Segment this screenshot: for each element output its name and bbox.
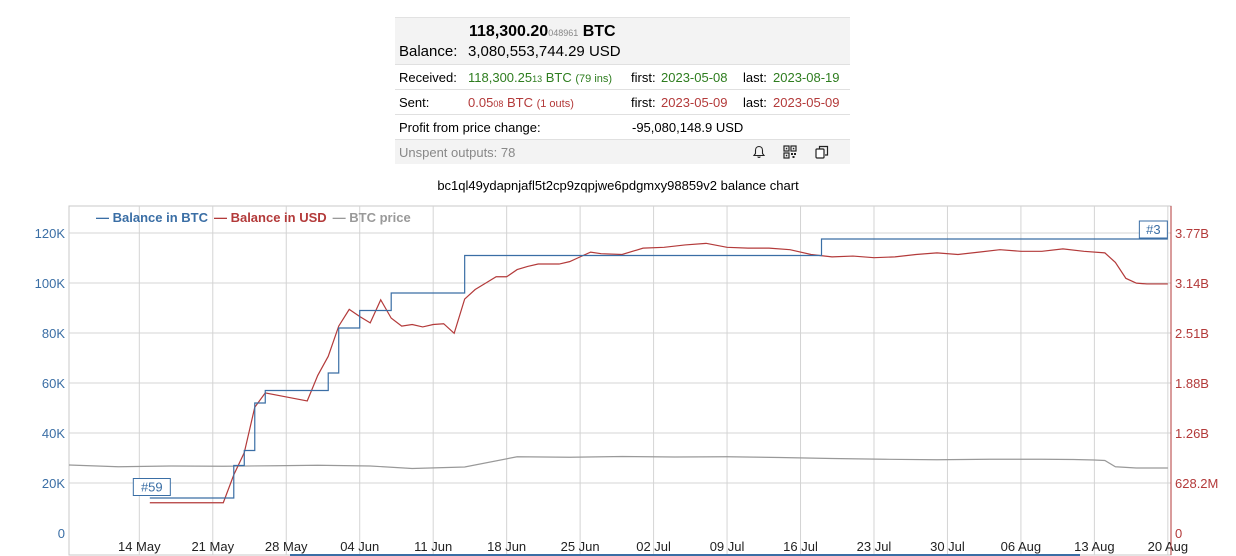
x-tick-label: 16 Jul: [783, 539, 818, 554]
legend-entry: — BTC price: [333, 210, 411, 225]
y-left-tick-label: 120K: [35, 226, 66, 241]
annotation-box: [132, 478, 171, 496]
sent-last-date: 2023-05-09: [773, 95, 840, 110]
bell-icon[interactable]: [752, 145, 766, 159]
profit-value: -95,080,148.9 USD: [632, 120, 744, 135]
legend-entry: — Balance in BTC: [96, 210, 209, 225]
series-line-btc-price: [68, 455, 1168, 470]
x-tick-label: 02 Jul: [636, 539, 671, 554]
sent-first-date: 2023-05-09: [661, 95, 728, 110]
y-right-tick-label: 2.51B: [1175, 326, 1209, 341]
y-left-tick-label: 20K: [42, 476, 65, 491]
received-last-date: 2023-08-19: [773, 70, 840, 85]
sent-amount: 0.0508 BTC (1 outs): [468, 95, 574, 110]
balance-usd: 3,080,553,744.29 USD: [468, 43, 621, 60]
received-last-label: last:: [743, 70, 767, 85]
x-tick-label: 20 Aug: [1148, 539, 1189, 554]
balance-label: Balance:: [399, 43, 458, 60]
y-right-tick-label: 1.88B: [1175, 376, 1209, 391]
received-label: Received:: [399, 70, 457, 85]
unspent-outputs: Unspent outputs: 78: [399, 145, 516, 160]
chart-title: bc1ql49ydapnjafl5t2cp9zqpjwe6pdgmxy98859…: [437, 178, 799, 193]
x-tick-label: 14 May: [118, 539, 161, 554]
annotation-label: #59: [141, 480, 163, 495]
series-line-balance-in-usd: [149, 242, 1168, 504]
x-tick-label: 21 May: [191, 539, 234, 554]
plot-border: [68, 205, 1172, 556]
series-line-balance-in-btc: [149, 238, 1168, 499]
y-left-tick-label: 40K: [42, 426, 65, 441]
y-right-tick-label: 0: [1175, 526, 1182, 541]
qr-code-icon[interactable]: [783, 145, 797, 159]
address-summary-panel: 118,300.20048961 BTC Balance: 3,080,553,…: [395, 17, 850, 164]
x-tick-label: 04 Jun: [340, 539, 379, 554]
sent-first-label: first:: [631, 95, 656, 110]
btc-balance: 118,300.20048961 BTC: [469, 23, 616, 40]
received-row: Received: 118,300.2513 BTC (79 ins) firs…: [395, 65, 850, 90]
annotation-box: [1138, 220, 1168, 239]
y-left-tick-label: 80K: [42, 326, 65, 341]
unspent-row: Unspent outputs: 78: [395, 140, 850, 164]
x-tick-label: 06 Aug: [1001, 539, 1042, 554]
annotation-label: #3: [1146, 222, 1160, 237]
legend-entry: — Balance in USD: [214, 210, 327, 225]
copy-icon[interactable]: [815, 145, 829, 159]
x-tick-label: 25 Jun: [561, 539, 600, 554]
y-left-tick-label: 0: [58, 526, 65, 541]
balance-row: 118,300.20048961 BTC Balance: 3,080,553,…: [395, 18, 850, 65]
y-right-tick-label: 628.2M: [1175, 476, 1218, 491]
profit-row: Profit from price change: -95,080,148.9 …: [395, 115, 850, 140]
received-amount: 118,300.2513 BTC (79 ins): [468, 70, 613, 85]
y-right-tick-label: 1.26B: [1175, 426, 1209, 441]
sent-last-label: last:: [743, 95, 767, 110]
sent-label: Sent:: [399, 95, 430, 110]
y-left-tick-label: 60K: [42, 376, 65, 391]
received-first-label: first:: [631, 70, 656, 85]
profit-label: Profit from price change:: [399, 120, 541, 135]
x-tick-label: 30 Jul: [930, 539, 965, 554]
y-left-tick-label: 100K: [35, 276, 66, 291]
x-tick-label: 23 Jul: [857, 539, 892, 554]
x-tick-label: 09 Jul: [710, 539, 745, 554]
y-right-tick-label: 3.14B: [1175, 276, 1209, 291]
sent-row: Sent: 0.0508 BTC (1 outs) first: 2023-05…: [395, 90, 850, 115]
x-tick-label: 11 Jun: [414, 539, 452, 554]
received-first-date: 2023-05-08: [661, 70, 728, 85]
x-tick-label: 13 Aug: [1074, 539, 1115, 554]
x-tick-label: 28 May: [265, 539, 308, 554]
x-tick-label: 18 Jun: [487, 539, 526, 554]
y-right-tick-label: 3.77B: [1175, 226, 1209, 241]
balance-chart: 0 0 20K 628.2M 40K 1.26B 60K 1.88B 80K 2.51B 100K 3…: [35, 205, 1218, 556]
